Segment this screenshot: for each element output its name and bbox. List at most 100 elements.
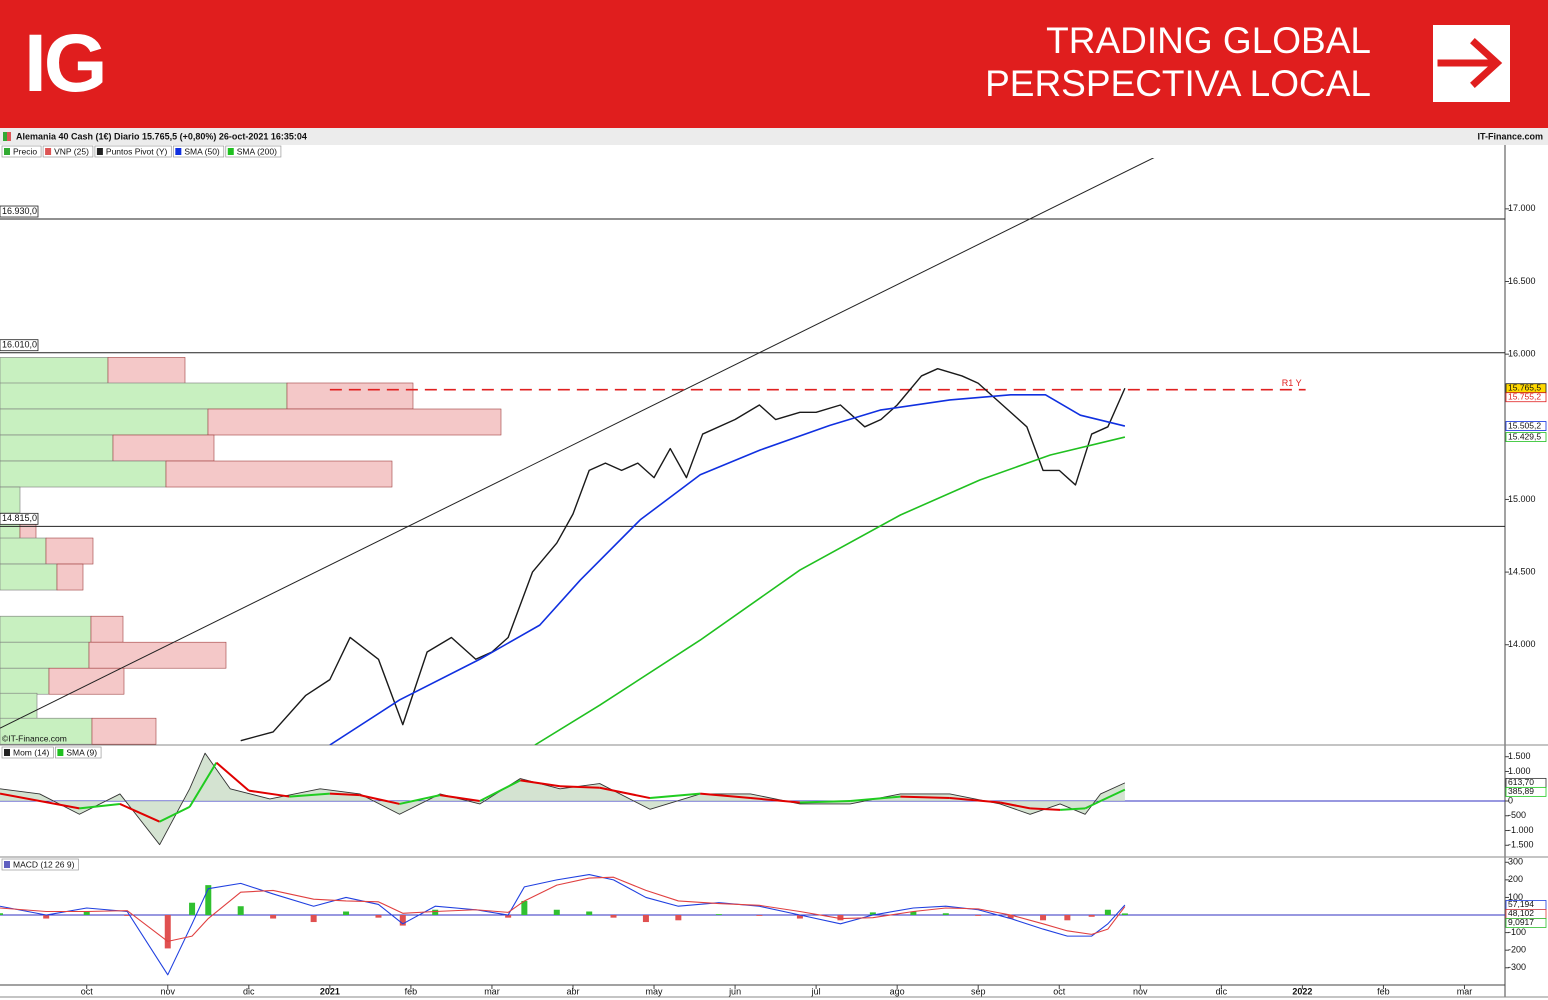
legend-box [225,145,282,158]
value-label: 613,70 [1508,777,1534,787]
histogram-bar [869,912,876,916]
profile-buy [0,434,114,462]
arrow-icon [1437,38,1503,88]
value-label: 48,102 [1508,908,1534,918]
indicator-segment [215,761,250,792]
indicator-segment [479,779,521,802]
profile-buy [0,692,38,720]
series-line [329,394,1126,745]
profile-sell [112,434,215,462]
histogram-bar [715,914,722,916]
histogram-bar [675,915,682,921]
y-tick-label: 14.500 [1508,566,1536,576]
series-line [534,436,1126,745]
value-label: 385,89 [1508,786,1534,796]
y-tick-label: -1.500 [1508,840,1534,850]
legend-box [94,145,172,158]
indicator-segment [119,803,161,823]
x-tick-label: sep [971,986,986,996]
legend-label: Precio [13,146,37,156]
profile-buy [0,460,167,488]
x-tick-label: nov [1133,986,1148,996]
indicator-segment [850,795,901,802]
histogram-bar [310,915,317,923]
title-icon [3,132,7,141]
legend-label: SMA (200) [237,146,277,156]
x-tick-label: nov [161,986,176,996]
histogram-bar [1040,915,1047,921]
tagline: TRADING GLOBAL [1046,20,1371,61]
value-label: 9,0917 [1508,917,1534,927]
logo: IG [24,18,108,109]
histogram-bar [642,915,649,923]
y-tick-label: 17.000 [1508,203,1536,213]
histogram-bar [0,913,3,916]
profile-sell [56,563,84,591]
profile-buy [0,615,92,643]
pane [0,874,1505,976]
profile-sell [91,717,157,745]
chart-area: Alemania 40 Cash (1€) Diario 15.765,5 (+… [0,128,1548,998]
level-label-box [0,339,39,352]
indicator-segment [79,802,121,810]
indicator-segment [289,792,330,798]
indicator-segment [1084,800,1102,810]
watermark: ©IT-Finance.com [2,733,67,743]
header-banner: IG TRADING GLOBAL PERSPECTIVA LOCAL [0,0,1548,128]
histogram-bar [399,915,406,926]
histogram-bar [83,911,90,916]
histogram-bar [1007,915,1014,919]
histogram-bar [189,902,196,916]
histogram-bar [796,915,803,919]
value-label-box [1505,392,1547,403]
histogram-bar [432,909,439,916]
histogram-bar [270,915,277,919]
value-label-box [1505,421,1547,431]
profile-buy [0,486,21,514]
x-tick-label: dic [243,986,255,996]
indicator-segment [649,792,701,800]
indicator-segment [439,794,480,802]
level-label-box [0,205,39,218]
y-tick-label: 300 [1508,857,1523,867]
indicator-segment [900,795,950,800]
y-tick-label: -200 [1508,945,1526,955]
legend-swatch [4,861,10,868]
profile-buy [0,357,109,384]
legend-swatch [227,148,234,155]
arrow-button[interactable] [1433,25,1510,102]
histogram-bar [375,915,382,918]
value-label-box [1505,918,1547,928]
indicator-segment [599,786,651,800]
histogram-bar [1104,909,1111,916]
value-label: 57,194 [1508,899,1534,909]
legend-swatch [96,148,103,155]
x-tick-label: jun [728,986,741,996]
indicator-segment [999,801,1031,810]
level-label: 14.815,0 [2,513,37,523]
histogram-bar [756,915,763,916]
y-tick-label: -500 [1508,810,1526,820]
y-tick-label: 200 [1508,874,1523,884]
histogram-bar [124,915,131,916]
legend-label: MACD (12 26 9) [13,859,75,869]
level-label: 16.010,0 [2,340,37,350]
histogram-bar [43,915,50,919]
histogram-bar [910,911,917,916]
profile-buy [0,641,90,669]
histogram-bar [343,911,350,916]
value-label-box [1505,786,1547,797]
pane [0,752,1505,846]
indicator-segment [1100,788,1126,802]
x-tick-label: 2022 [1292,986,1312,996]
histogram-bar [1064,915,1071,921]
legend-label: SMA (50) [184,146,220,156]
level-label: 16.930,0 [2,206,37,216]
legend-box [42,145,94,158]
y-tick-label: 0 [1508,795,1513,805]
indicator-area [0,753,1125,845]
value-label: 15.429,5 [1508,431,1541,441]
y-tick-label: 1.500 [1508,751,1531,761]
indicator-segment [949,797,1001,804]
x-tick-label: oct [1053,986,1066,996]
